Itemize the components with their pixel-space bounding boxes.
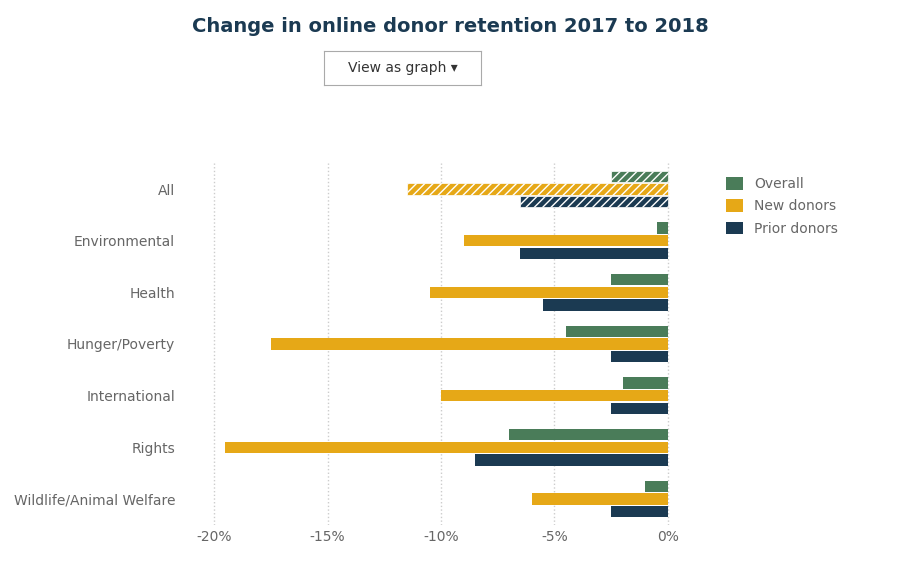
Text: View as graph ▾: View as graph ▾ [348, 61, 457, 75]
Bar [407, 184, 668, 195]
Text: Change in online donor retention 2017 to 2018: Change in online donor retention 2017 to… [192, 17, 708, 37]
Bar [520, 196, 668, 208]
Bar [475, 454, 668, 466]
Bar [441, 390, 668, 401]
Bar [623, 377, 668, 389]
Bar [532, 493, 668, 504]
Bar [464, 235, 668, 247]
Bar [429, 287, 668, 298]
Bar [611, 274, 668, 285]
Bar [645, 480, 668, 492]
Legend: Overall, New donors, Prior donors: Overall, New donors, Prior donors [719, 170, 845, 243]
Bar [611, 171, 668, 182]
Bar [657, 222, 668, 234]
Bar [611, 506, 668, 517]
Bar [509, 429, 668, 440]
Bar [566, 326, 668, 337]
Bar [611, 351, 668, 362]
Bar [225, 441, 668, 453]
Bar [520, 248, 668, 259]
Bar [543, 299, 668, 311]
Bar [611, 403, 668, 414]
Bar [271, 338, 668, 350]
